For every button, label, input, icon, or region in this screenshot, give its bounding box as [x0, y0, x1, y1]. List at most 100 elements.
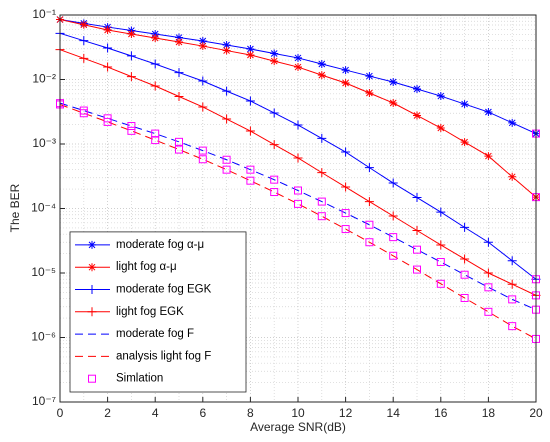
x-tick-label: 18	[482, 406, 496, 420]
asterisk-marker	[484, 108, 493, 117]
y-tick-label: 10⁻⁵	[31, 265, 56, 279]
asterisk-marker	[222, 46, 231, 55]
asterisk-marker	[341, 78, 350, 87]
asterisk-marker	[270, 57, 279, 66]
asterisk-marker	[79, 20, 88, 29]
plus-marker	[507, 256, 517, 266]
plus-marker	[269, 140, 279, 150]
plus-marker	[245, 96, 255, 106]
y-tick-label: 10⁻²	[32, 72, 56, 86]
legend-marker	[88, 263, 96, 272]
square-marker	[246, 165, 255, 174]
square-marker	[222, 165, 231, 174]
legend-label: light fog EGK	[116, 306, 184, 318]
plus-marker	[388, 211, 398, 221]
square-marker	[294, 199, 302, 208]
plus-marker	[364, 197, 374, 207]
plus-marker	[436, 207, 446, 217]
square-marker	[317, 212, 326, 221]
asterisk-marker	[175, 33, 183, 42]
asterisk-marker	[484, 152, 493, 161]
square-marker	[365, 220, 374, 229]
square-marker	[436, 258, 445, 267]
x-tick-label: 20	[529, 406, 543, 420]
square-marker	[484, 283, 493, 292]
x-tick-label: 8	[247, 406, 254, 420]
plus-marker	[103, 62, 113, 72]
legend-label: moderate fog F	[116, 328, 194, 340]
plus-marker	[364, 163, 374, 173]
y-tick-label: 10⁻⁶	[31, 330, 56, 344]
asterisk-marker	[389, 78, 398, 87]
legend-label: light fog α-μ	[116, 261, 177, 273]
asterisk-marker	[508, 118, 517, 127]
plus-marker	[79, 53, 89, 63]
plus-marker	[412, 193, 422, 203]
asterisk-marker	[294, 53, 302, 62]
y-tick-label: 10⁻⁴	[31, 201, 56, 215]
square-marker	[246, 176, 255, 185]
asterisk-marker	[436, 92, 445, 101]
legend: moderate fog α-μ light fog α-μ moderate fo…	[69, 231, 247, 393]
square-marker	[460, 293, 469, 302]
square-marker	[175, 145, 183, 154]
legend-label: moderate fog α-μ	[116, 239, 204, 251]
asterisk-marker	[198, 42, 207, 51]
plus-marker	[317, 168, 327, 178]
y-axis-label: The BER	[8, 183, 22, 232]
plus-marker	[174, 92, 184, 102]
plus-marker	[483, 237, 493, 247]
legend-marker	[88, 240, 96, 249]
x-tick-label: 2	[104, 406, 111, 420]
y-tick-label: 10⁻³	[32, 136, 56, 150]
square-marker	[222, 155, 231, 164]
asterisk-marker	[365, 88, 374, 97]
square-marker	[270, 188, 279, 197]
plus-marker	[483, 268, 493, 278]
asterisk-marker	[365, 72, 374, 81]
square-marker	[508, 322, 517, 331]
x-tick-label: 6	[199, 406, 206, 420]
square-marker	[127, 126, 136, 135]
square-marker	[413, 265, 421, 274]
plot-frame	[59, 14, 537, 403]
asterisk-marker	[317, 71, 326, 80]
square-marker	[294, 186, 302, 195]
square-marker	[436, 279, 445, 288]
square-marker	[198, 155, 207, 164]
plus-marker	[341, 182, 351, 192]
x-tick-label: 0	[57, 406, 64, 420]
square-marker	[508, 295, 517, 304]
plus-marker	[293, 153, 303, 163]
asterisk-marker	[341, 66, 350, 75]
asterisk-marker	[436, 124, 445, 133]
asterisk-marker	[175, 38, 183, 47]
legend-label: moderate fog EGK	[116, 284, 212, 296]
plus-marker	[103, 43, 113, 53]
square-marker	[484, 307, 493, 316]
asterisk-marker	[222, 40, 231, 49]
plus-marker	[317, 133, 327, 143]
asterisk-marker	[198, 37, 207, 46]
square-marker	[175, 137, 183, 146]
asterisk-marker	[413, 85, 421, 94]
x-tick-label: 10	[291, 406, 305, 420]
x-tick-label: 16	[434, 406, 448, 420]
plus-marker	[79, 36, 89, 46]
asterisk-marker	[103, 26, 112, 35]
plus-marker	[126, 72, 136, 82]
asterisk-marker	[151, 33, 160, 42]
x-axis-label: Average SNR(dB)	[250, 420, 346, 434]
plus-marker	[436, 240, 446, 250]
plus-marker	[269, 108, 279, 118]
square-marker	[103, 117, 112, 126]
plus-marker	[460, 222, 470, 232]
plus-marker	[150, 59, 160, 69]
square-marker	[365, 238, 374, 247]
asterisk-marker	[294, 63, 302, 72]
x-tick-label: 4	[152, 406, 159, 420]
square-marker	[270, 175, 279, 184]
asterisk-marker	[127, 30, 136, 39]
asterisk-marker	[317, 59, 326, 68]
